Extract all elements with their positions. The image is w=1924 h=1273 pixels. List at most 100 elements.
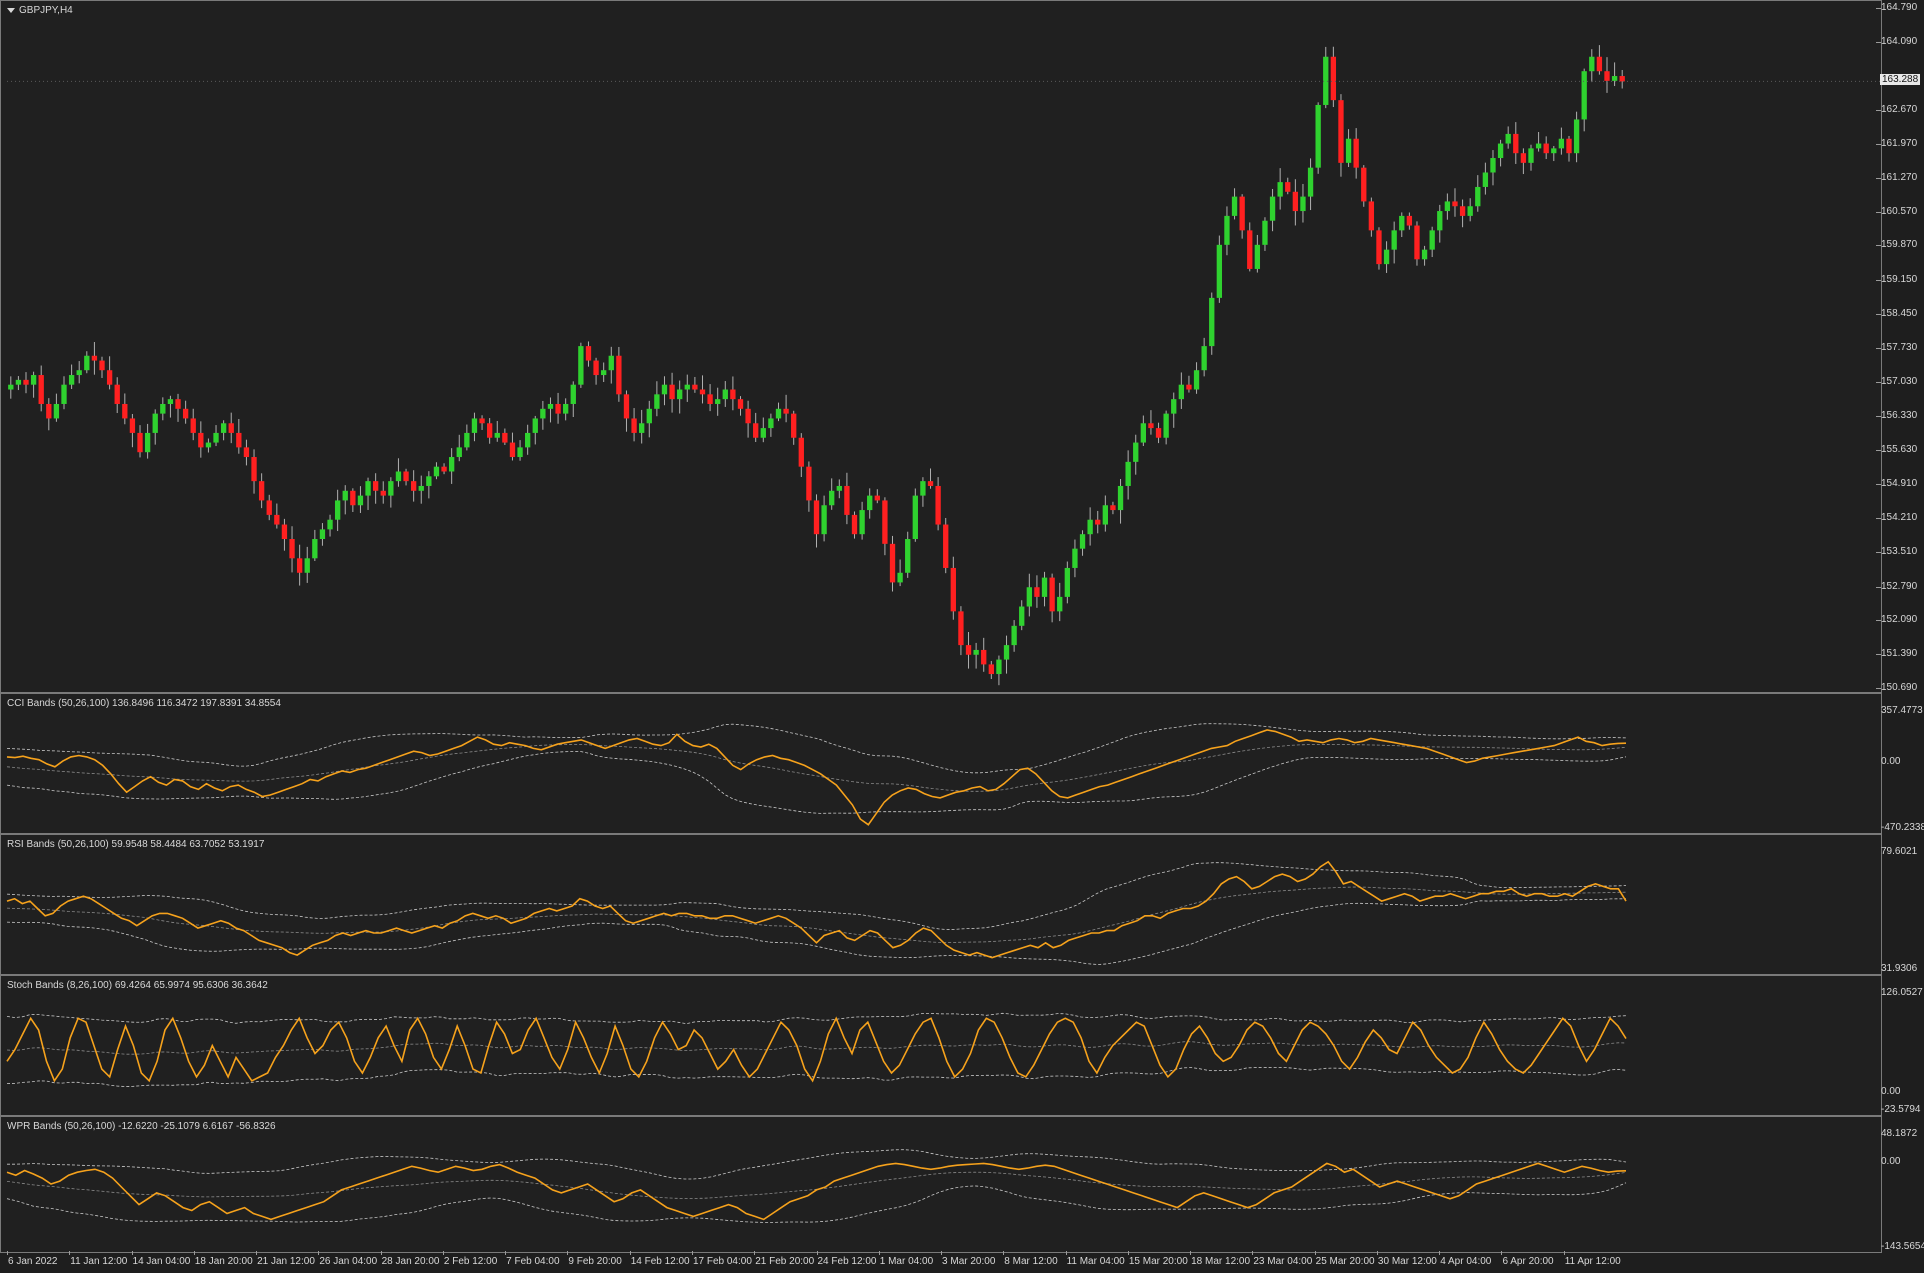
- candle[interactable]: [433, 462, 440, 480]
- candle[interactable]: [616, 346, 622, 402]
- collapse-arrow-icon[interactable]: [7, 7, 15, 13]
- candle[interactable]: [251, 449, 257, 494]
- candle[interactable]: [1209, 292, 1215, 355]
- candle[interactable]: [1041, 571, 1048, 607]
- candle[interactable]: [1437, 204, 1443, 243]
- candle[interactable]: [775, 402, 782, 422]
- candle[interactable]: [1102, 495, 1108, 532]
- candle[interactable]: [844, 472, 850, 525]
- candle[interactable]: [1079, 530, 1086, 556]
- candle[interactable]: [935, 477, 941, 531]
- candle[interactable]: [699, 375, 706, 404]
- candle[interactable]: [1482, 162, 1489, 195]
- candle[interactable]: [1619, 69, 1625, 89]
- candle[interactable]: [357, 486, 364, 513]
- rsi-svg[interactable]: [1, 835, 1882, 975]
- candle[interactable]: [15, 376, 22, 391]
- candle[interactable]: [1254, 234, 1261, 273]
- candle[interactable]: [68, 364, 75, 390]
- candle[interactable]: [753, 412, 759, 443]
- candle[interactable]: [867, 488, 873, 519]
- candle[interactable]: [1558, 127, 1565, 155]
- cci-svg[interactable]: [1, 694, 1882, 834]
- candle[interactable]: [547, 397, 554, 423]
- candle[interactable]: [1581, 68, 1587, 132]
- candle[interactable]: [525, 424, 531, 455]
- candle[interactable]: [737, 396, 744, 416]
- candle[interactable]: [829, 478, 835, 510]
- candle[interactable]: [502, 428, 508, 445]
- candle[interactable]: [1399, 212, 1405, 238]
- candle[interactable]: [160, 397, 166, 421]
- candle[interactable]: [327, 514, 333, 537]
- candle[interactable]: [882, 497, 888, 556]
- candle[interactable]: [1125, 450, 1131, 500]
- candle[interactable]: [281, 518, 288, 551]
- candle[interactable]: [1155, 422, 1162, 444]
- candle[interactable]: [243, 439, 250, 466]
- candle[interactable]: [593, 357, 599, 385]
- candle[interactable]: [1376, 227, 1382, 270]
- candle[interactable]: [1421, 245, 1428, 266]
- candle[interactable]: [1361, 165, 1367, 207]
- candle[interactable]: [601, 362, 607, 383]
- candle[interactable]: [30, 371, 37, 398]
- candle[interactable]: [167, 395, 174, 418]
- candle[interactable]: [859, 501, 865, 540]
- candle[interactable]: [198, 421, 204, 458]
- candle[interactable]: [1247, 222, 1253, 272]
- candle[interactable]: [38, 365, 44, 412]
- candle[interactable]: [471, 412, 478, 442]
- candle[interactable]: [570, 381, 576, 418]
- candle[interactable]: [175, 393, 181, 422]
- candle[interactable]: [380, 481, 386, 504]
- candle[interactable]: [486, 418, 493, 444]
- candle[interactable]: [1604, 57, 1610, 93]
- candle[interactable]: [1148, 410, 1154, 435]
- candle[interactable]: [266, 494, 272, 521]
- candle[interactable]: [927, 468, 934, 489]
- candle[interactable]: [654, 381, 660, 417]
- candle[interactable]: [555, 392, 561, 424]
- wpr-svg[interactable]: [1, 1117, 1882, 1253]
- candle[interactable]: [1011, 620, 1017, 652]
- candle[interactable]: [205, 438, 212, 453]
- candle[interactable]: [707, 384, 713, 412]
- candle[interactable]: [1110, 501, 1116, 515]
- candle[interactable]: [1003, 635, 1010, 674]
- candle[interactable]: [768, 413, 774, 437]
- candle[interactable]: [403, 468, 409, 486]
- candle[interactable]: [456, 434, 462, 462]
- candle[interactable]: [342, 485, 348, 515]
- candle[interactable]: [61, 376, 67, 410]
- wpr-panel[interactable]: WPR Bands (50,26,100) -12.6220 -25.1079 …: [0, 1116, 1882, 1253]
- candle[interactable]: [1345, 129, 1352, 167]
- candle[interactable]: [304, 546, 310, 583]
- candle[interactable]: [137, 425, 143, 458]
- candle[interactable]: [1285, 177, 1291, 195]
- candle[interactable]: [228, 412, 234, 444]
- candle[interactable]: [1429, 226, 1435, 258]
- candle[interactable]: [631, 408, 637, 442]
- candle[interactable]: [1019, 600, 1025, 631]
- candle[interactable]: [1611, 62, 1618, 87]
- candle[interactable]: [1589, 49, 1595, 83]
- candle[interactable]: [319, 523, 326, 546]
- candle[interactable]: [1163, 410, 1169, 445]
- candle[interactable]: [1057, 582, 1063, 622]
- candle[interactable]: [783, 394, 789, 423]
- candle[interactable]: [912, 488, 918, 542]
- candle[interactable]: [236, 418, 242, 454]
- cci-panel[interactable]: CCI Bands (50,26,100) 136.8496 116.3472 …: [0, 693, 1882, 834]
- candle[interactable]: [578, 342, 584, 388]
- candle[interactable]: [517, 440, 523, 461]
- candle[interactable]: [8, 376, 14, 399]
- candle[interactable]: [1444, 193, 1451, 220]
- candle[interactable]: [874, 489, 880, 504]
- candle[interactable]: [1216, 235, 1223, 303]
- candle[interactable]: [760, 417, 766, 443]
- candle[interactable]: [646, 400, 652, 438]
- candle[interactable]: [1543, 136, 1549, 160]
- candle[interactable]: [1475, 175, 1481, 212]
- candle[interactable]: [1224, 206, 1230, 256]
